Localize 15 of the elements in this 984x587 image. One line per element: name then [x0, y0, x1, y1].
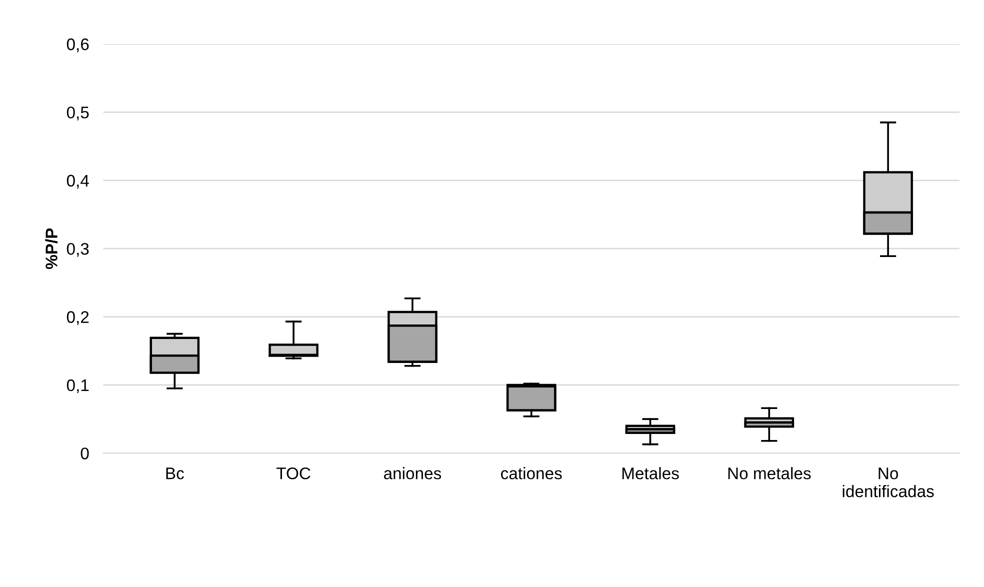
x-tick-label: cationes	[501, 467, 562, 480]
x-tick-label: Metales	[622, 467, 679, 480]
y-tick-label: 0,3	[66, 242, 89, 257]
y-tick-label: 0	[80, 448, 89, 460]
x-tick-label: TOC	[276, 467, 310, 480]
x-tick-label: No metales	[728, 467, 811, 480]
y-tick-label: 0,4	[66, 174, 89, 189]
y-tick-label: 0,6	[66, 38, 89, 52]
x-tick-label: No identificadas	[842, 468, 934, 498]
y-axis-title: %P/P	[45, 228, 58, 270]
x-tick-label: aniones	[384, 467, 442, 480]
y-tick-label: 0,1	[66, 379, 89, 394]
y-tick-label: 0,2	[66, 311, 89, 325]
y-tick-label: 0,5	[66, 106, 89, 120]
x-tick-label: Bc	[166, 468, 184, 480]
